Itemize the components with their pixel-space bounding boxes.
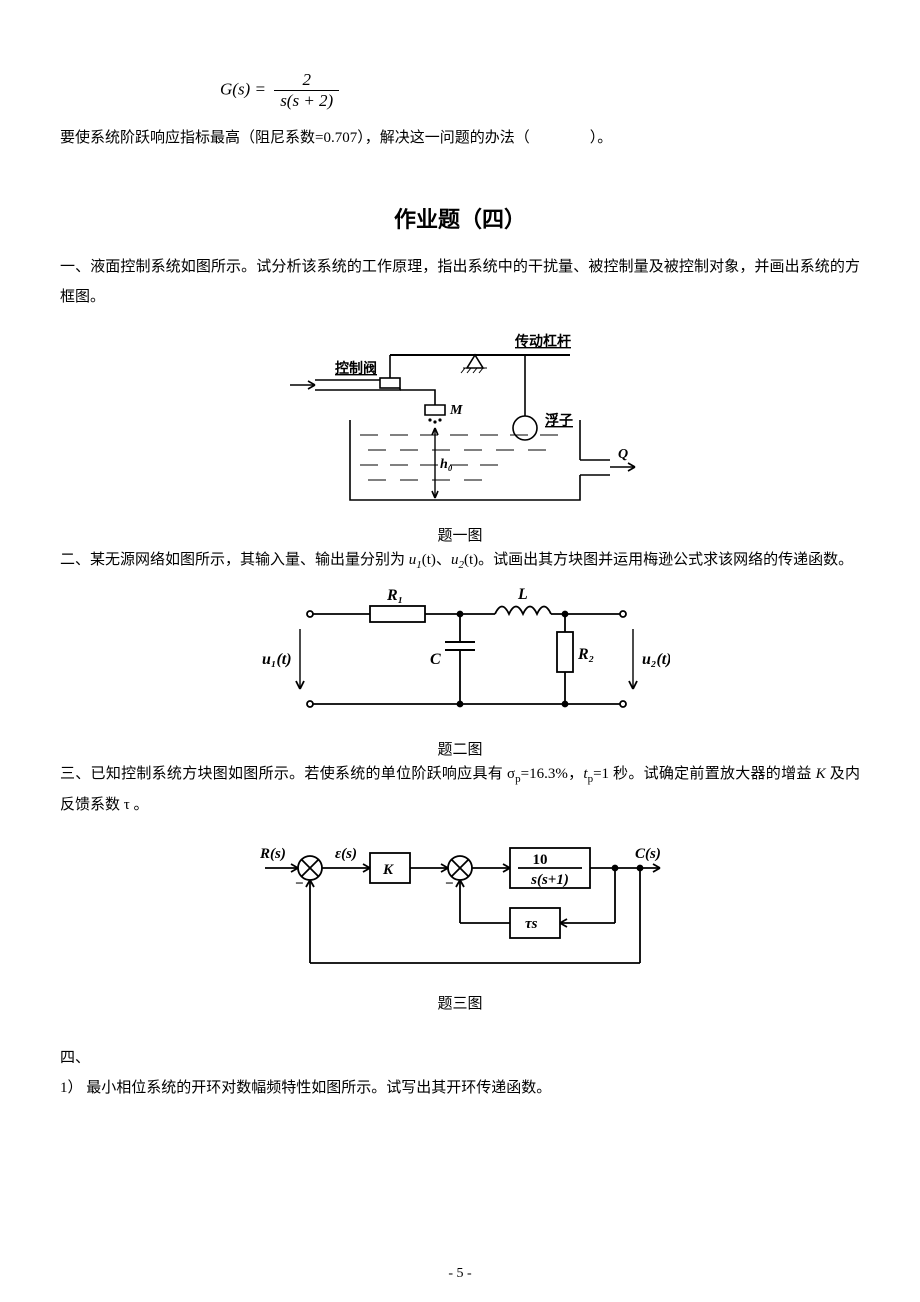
formula-numerator: 2 xyxy=(274,70,339,91)
problem-3-text: 三、已知控制系统方块图如图所示。若使系统的单位阶跃响应具有 σp=16.3%，t… xyxy=(60,759,860,820)
svg-text:控制阀: 控制阀 xyxy=(335,360,377,377)
figure-3-caption: 题三图 xyxy=(60,992,860,1013)
svg-text:R(s): R(s) xyxy=(259,846,286,862)
svg-text:u₂(t): u₂(t) xyxy=(642,651,670,668)
svg-text:M: M xyxy=(449,403,463,418)
formula-denominator: s(s + 2) xyxy=(274,91,339,111)
svg-text:Q: Q xyxy=(618,447,628,462)
svg-text:−: − xyxy=(295,876,304,892)
problem-4-item: 1） 最小相位系统的开环对数幅频特性如图所示。试写出其开环传递函数。 xyxy=(60,1073,860,1103)
problem-4-head: 四、 xyxy=(60,1043,860,1073)
intro-question: 要使系统阶跃响应指标最高（阻尼系数=0.707），解决这一问题的办法（ ）。 xyxy=(60,125,860,152)
svg-text:K: K xyxy=(382,862,394,878)
svg-text:u₁(t): u₁(t) xyxy=(262,651,292,668)
section-title: 作业题（四） xyxy=(60,202,860,234)
svg-text:−: − xyxy=(445,876,454,892)
svg-text:τs: τs xyxy=(525,916,538,932)
figure-3: R(s) ε(s) K 10 s(s+1) τs C(s) − − xyxy=(60,828,860,988)
svg-text:s(s+1): s(s+1) xyxy=(530,872,569,888)
problem-1-text: 一、液面控制系统如图所示。试分析该系统的工作原理，指出系统中的干扰量、被控制量及… xyxy=(60,252,860,312)
figure-2: R₁ L C R₂ u₁(t) u₂(t) xyxy=(60,584,860,734)
figure-1-caption: 题一图 xyxy=(60,524,860,545)
formula-lhs: G(s) = xyxy=(220,79,266,98)
figure-1: 控制阀 传动杠杆 浮子 M h₀ Q xyxy=(60,320,860,520)
svg-text:ε(s): ε(s) xyxy=(335,846,357,862)
svg-text:L: L xyxy=(517,586,528,603)
transfer-function-formula: G(s) = 2 s(s + 2) xyxy=(220,70,860,111)
svg-text:R₂: R₂ xyxy=(577,646,594,663)
page-number: - 5 - xyxy=(448,1266,471,1282)
svg-text:传动杠杆: 传动杠杆 xyxy=(514,333,571,350)
problem-2-text: 二、某无源网络如图所示，其输入量、输出量分别为 u1(t)、u2(t)。试画出其… xyxy=(60,545,860,576)
svg-text:C: C xyxy=(430,651,441,668)
svg-text:10: 10 xyxy=(533,852,548,868)
svg-text:C(s): C(s) xyxy=(635,846,661,862)
svg-text:h₀: h₀ xyxy=(440,457,453,472)
figure-2-caption: 题二图 xyxy=(60,738,860,759)
svg-text:R₁: R₁ xyxy=(386,587,403,604)
svg-text:浮子: 浮子 xyxy=(545,412,573,429)
